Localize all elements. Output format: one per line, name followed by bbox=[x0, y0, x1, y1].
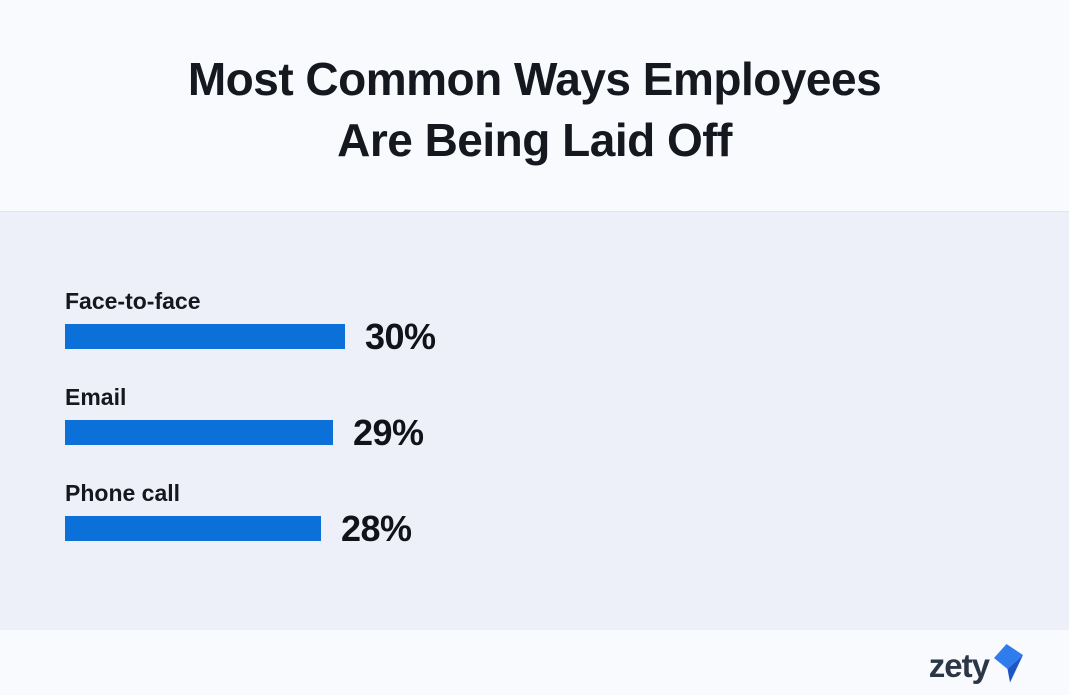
bar bbox=[65, 420, 333, 445]
footer: zety bbox=[0, 630, 1069, 695]
bar-line: 28% bbox=[65, 508, 1069, 549]
zety-logo: zety bbox=[929, 643, 1024, 683]
bar-value: 30% bbox=[365, 315, 436, 357]
bar-label: Phone call bbox=[65, 480, 181, 506]
bar-value: 29% bbox=[353, 411, 424, 453]
bar-chart: Face-to-face 30% Email 29% Phone call bbox=[0, 212, 1069, 630]
bar bbox=[65, 324, 345, 349]
zety-logo-text: zety bbox=[928, 647, 990, 684]
bar-label: Email bbox=[65, 384, 127, 410]
bar bbox=[65, 516, 321, 541]
page-title: Most Common Ways Employees Are Being Lai… bbox=[187, 49, 882, 171]
bar-line: 29% bbox=[65, 412, 1069, 453]
bar-row: Face-to-face 30% bbox=[65, 286, 1069, 357]
page-title-line2: Are Being Laid Off bbox=[337, 113, 732, 166]
header: Most Common Ways Employees Are Being Lai… bbox=[0, 0, 1069, 212]
zety-flag-icon bbox=[994, 643, 1023, 682]
bar-row: Phone call 28% bbox=[65, 478, 1069, 549]
bar-row: Email 29% bbox=[65, 382, 1069, 453]
bar-value: 28% bbox=[341, 507, 412, 549]
bar-line: 30% bbox=[65, 316, 1069, 357]
bar-label: Face-to-face bbox=[65, 288, 201, 314]
page-title-line1: Most Common Ways Employees bbox=[187, 52, 882, 105]
